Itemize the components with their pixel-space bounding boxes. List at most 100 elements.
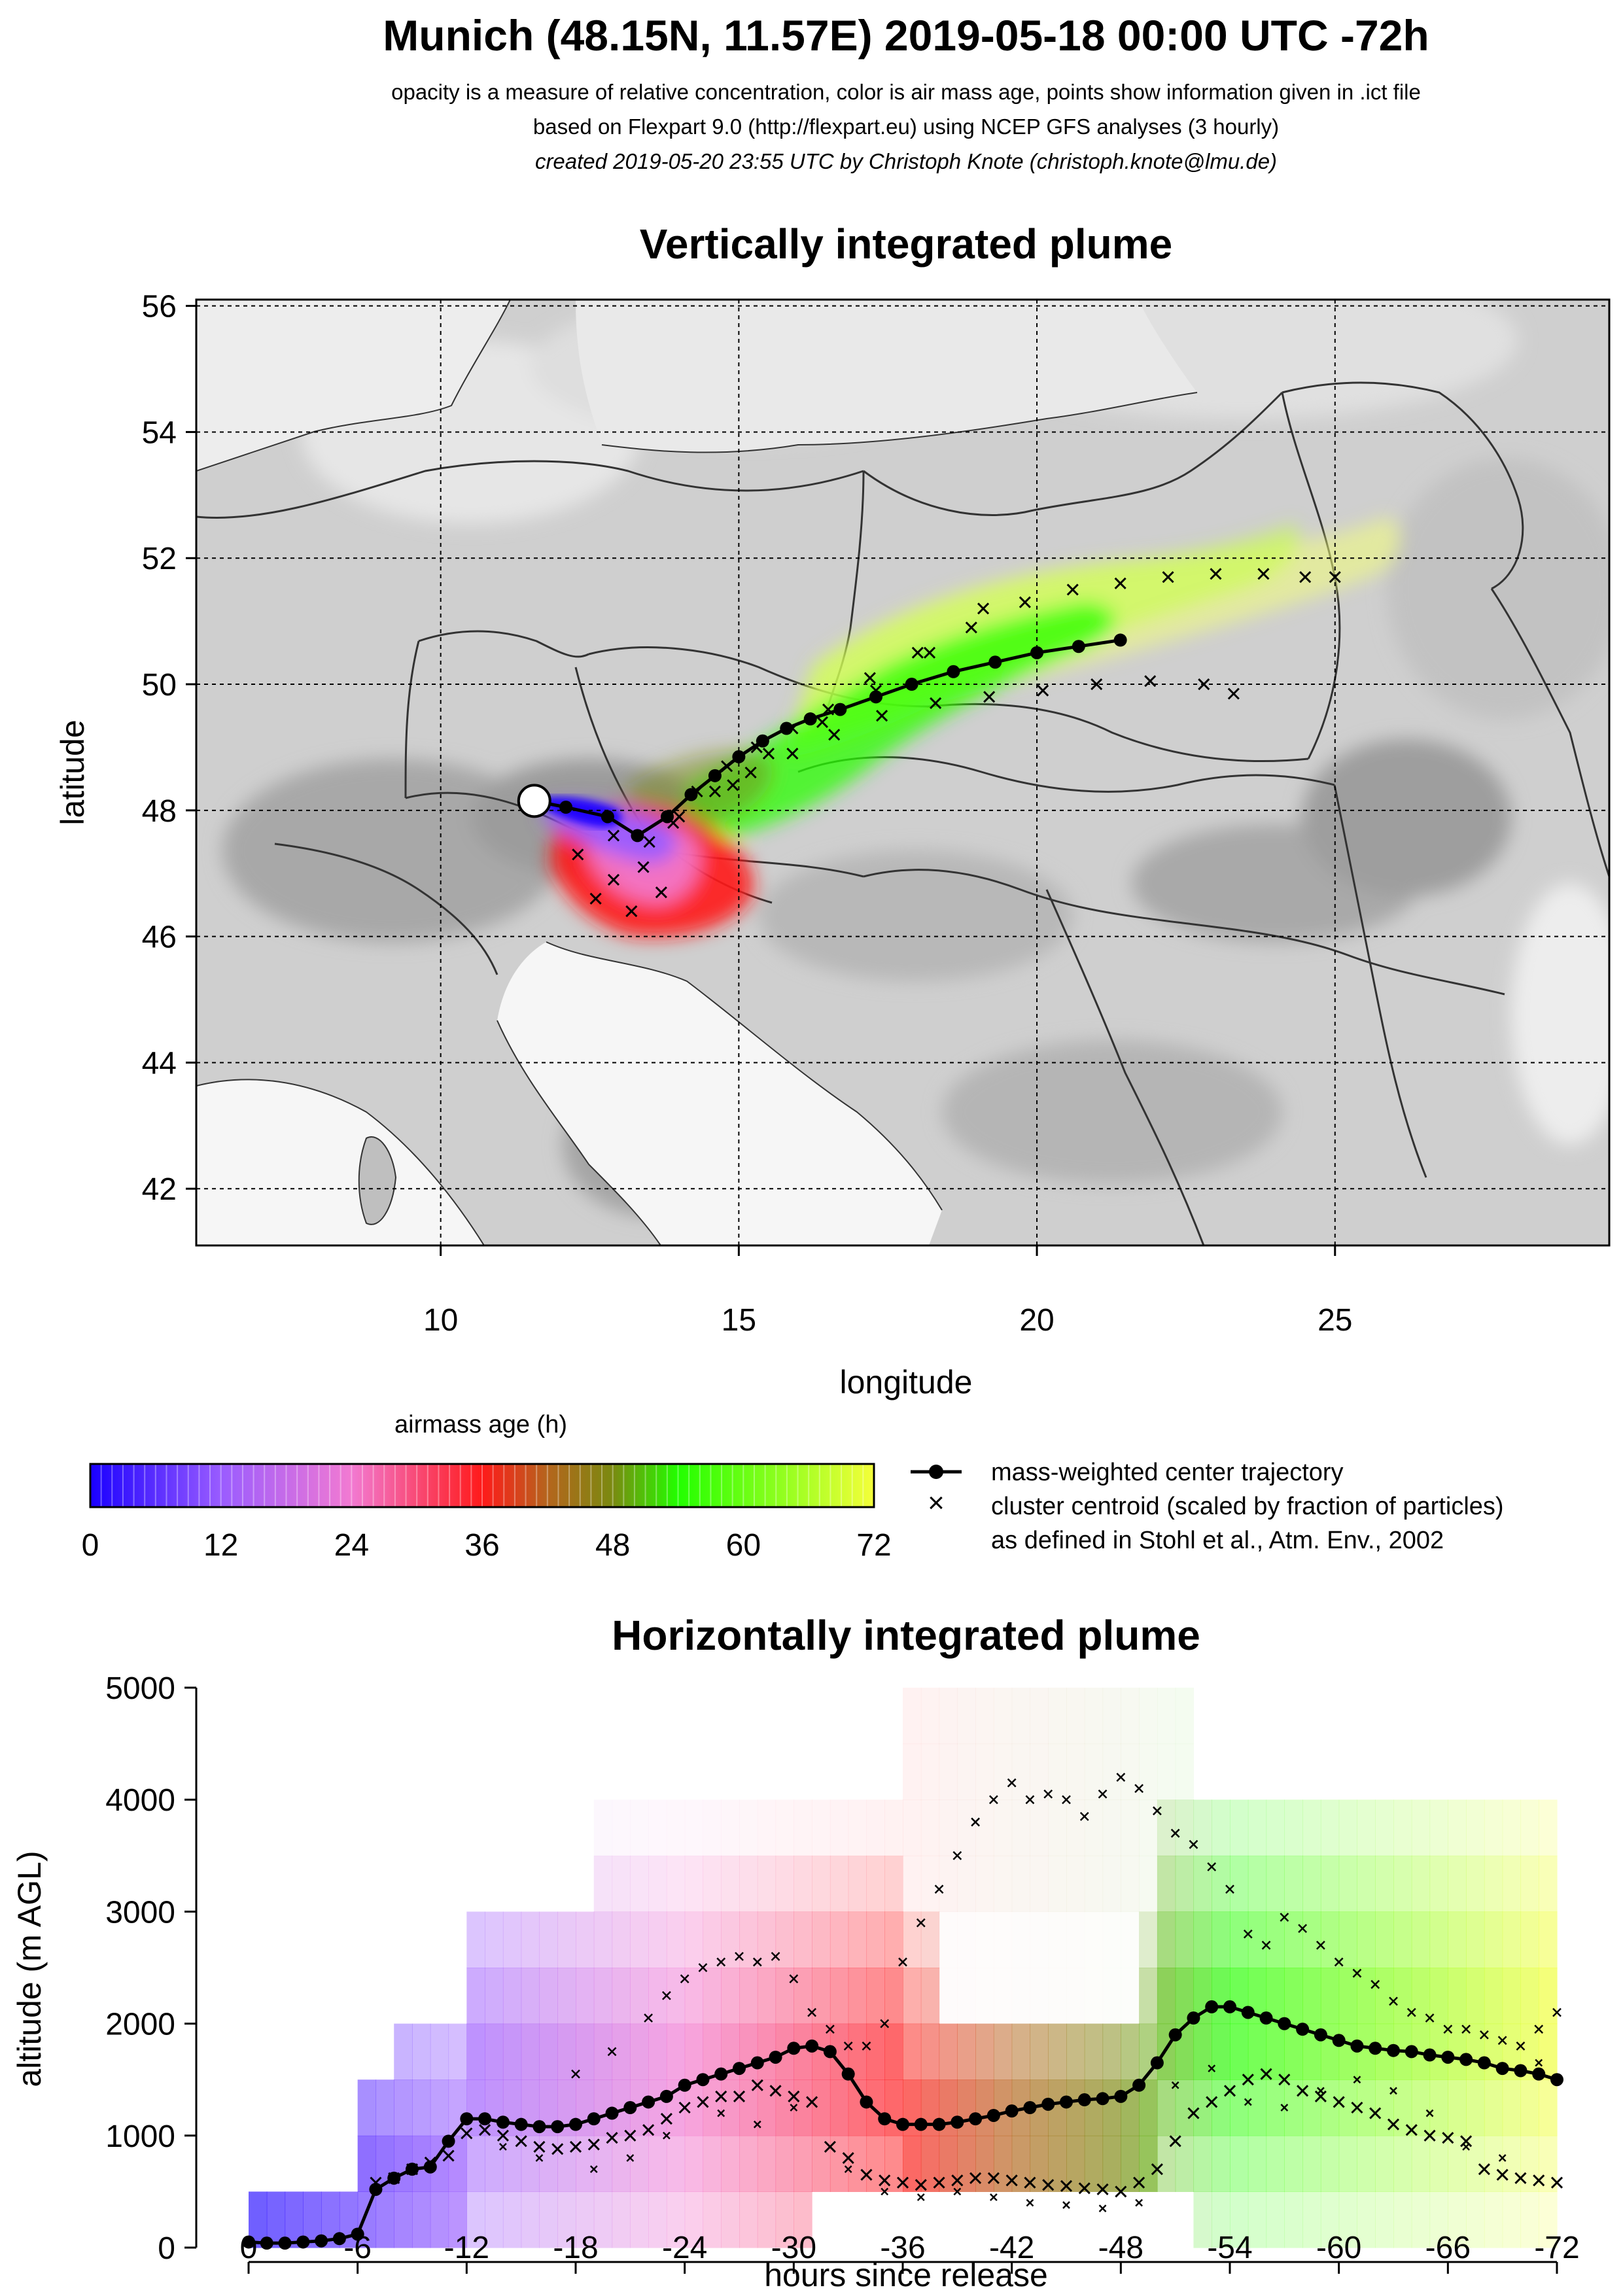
altitude-heat-cell [466, 2135, 485, 2192]
altitude-heat-cell [684, 2023, 704, 2080]
altitude-heat-cell [721, 1855, 740, 1912]
map-cluster-centroid [744, 766, 757, 779]
altitude-heat-cell [1429, 1800, 1448, 1856]
altitude-heat-cell [920, 1688, 940, 1745]
altitude-cluster-centroid [1278, 2074, 1291, 2086]
altitude-heat-cell [1539, 1855, 1558, 1912]
map-cluster-centroid [1037, 684, 1049, 697]
altitude-heat-cell [703, 1800, 722, 1856]
altitude-cluster-centroid [1314, 2090, 1327, 2102]
map-cluster-centroid [589, 892, 602, 905]
altitude-cluster-centroid [1025, 1795, 1035, 1805]
altitude-heat-cell [775, 2135, 794, 2192]
altitude-heat-cell [448, 2023, 467, 2080]
altitude-ytick-label: 0 [158, 2231, 175, 2266]
altitude-heat-cell [375, 2079, 394, 2136]
altitude-trajectory-point [1023, 2101, 1037, 2114]
altitude-cluster-centroid [1516, 2041, 1526, 2051]
altitude-heat-cell [1393, 2135, 1412, 2192]
altitude-heat-cell [1375, 2135, 1394, 2192]
map-cluster-centroid [983, 691, 996, 703]
altitude-heat-cell [994, 1968, 1012, 2024]
altitude-trajectory-point [1514, 2064, 1527, 2078]
altitude-heat-cell [1375, 1968, 1394, 2025]
altitude-heat-cell [812, 1855, 831, 1912]
altitude-heat-cell [1121, 2135, 1140, 2192]
altitude-cluster-centroid [1225, 1885, 1234, 1894]
baltic-sea [576, 300, 1197, 453]
altitude-heat-cell [1357, 2191, 1376, 2248]
altitude-cluster-centroid [1280, 1913, 1289, 1922]
altitude-cluster-centroid [1153, 1806, 1162, 1816]
altitude-cluster-centroid [1134, 1784, 1143, 1793]
altitude-trajectory-point [532, 2120, 546, 2134]
plume-green [687, 602, 1115, 844]
altitude-heat-cell [975, 2135, 994, 2192]
colorbar-tick-label: 0 [82, 1528, 99, 1563]
altitude-heat-cell [1448, 1911, 1467, 1968]
map-cluster-centroid [1114, 577, 1126, 589]
altitude-cluster-centroid [771, 1951, 780, 1961]
altitude-heat-cell [521, 1968, 540, 2025]
altitude-heat-cell [1429, 2079, 1448, 2136]
altitude-heat-cell [593, 1800, 613, 1856]
altitude-heat-cell [521, 2191, 540, 2248]
altitude-heat-cell [1102, 2023, 1121, 2080]
altitude-cluster-centroid [896, 2176, 909, 2189]
altitude-heat-cell [1157, 1800, 1176, 1856]
altitude-heat-cell [721, 1968, 740, 2025]
map-trajectory-point [661, 810, 674, 824]
altitude-ylabel: altitude (m AGL) [11, 1851, 48, 2087]
altitude-heat-cell [939, 1800, 958, 1856]
altitude-heat-cell [576, 1911, 595, 1968]
altitude-xtick-label: -36 [880, 2231, 925, 2265]
altitude-heat-cell [1375, 2191, 1394, 2248]
altitude-heat-cell [1230, 2023, 1249, 2080]
altitude-trajectory-point [1296, 2023, 1310, 2036]
map-ytick-label: 56 [142, 290, 177, 324]
altitude-cluster-centroid [951, 2174, 964, 2187]
altitude-heat-cell [866, 1968, 885, 2025]
altitude-cluster-centroid [1060, 2180, 1073, 2192]
map-panel [196, 300, 1609, 1245]
altitude-heat-cell [1375, 1911, 1394, 1968]
altitude-heat-cell [1212, 1968, 1230, 2025]
altitude-heat-cell [630, 2191, 649, 2248]
altitude-heat-cell [1484, 2135, 1503, 2192]
altitude-heat-cell [1520, 1855, 1539, 1912]
altitude-heat-cell [1484, 1855, 1503, 1912]
altitude-trajectory-point [332, 2232, 346, 2246]
altitude-cluster-centroid [1480, 2030, 1489, 2040]
map-cluster-centroid [1210, 568, 1222, 580]
altitude-heat-cell [1429, 2191, 1448, 2248]
altitude-heat-cell [1139, 1968, 1158, 2025]
altitude-heat-cell [684, 1800, 704, 1856]
altitude-heat-cell [975, 1800, 994, 1856]
map-cluster-centroid [643, 835, 655, 848]
altitude-trajectory-point [951, 2115, 964, 2129]
altitude-cluster-centroid [1005, 2174, 1018, 2187]
altitude-heat-cell [1121, 1688, 1140, 1745]
altitude-heat-cell [920, 2135, 940, 2192]
map-ytick-label: 48 [142, 794, 177, 829]
altitude-cluster-centroid [1043, 1789, 1053, 1799]
altitude-heat-cell [1466, 1911, 1485, 1968]
altitude-trajectory-point [1114, 2089, 1128, 2103]
altitude-heat-cell [1102, 1800, 1121, 1856]
map-cluster-centroid [786, 748, 799, 760]
altitude-trajectory-point [369, 2182, 383, 2196]
altitude-cluster-centroid [644, 2013, 653, 2023]
altitude-cluster-centroid [1189, 1839, 1198, 1849]
altitude-heat-cell [957, 1855, 976, 1912]
altitude-cluster-centroid [1496, 2168, 1509, 2181]
map-cluster-centroid [1162, 571, 1174, 583]
map-trajectory-point [869, 690, 882, 704]
altitude-heat-cell [1103, 1911, 1121, 1968]
seas [196, 300, 1197, 1245]
altitude-trajectory-point [986, 2108, 1000, 2122]
altitude-heat-cell [357, 2135, 377, 2192]
altitude-trajectory-point [442, 2134, 455, 2148]
altitude-cluster-centroid [663, 2131, 671, 2140]
altitude-xtick-label: -54 [1207, 2231, 1252, 2265]
altitude-heat-cell [1030, 1800, 1049, 1856]
